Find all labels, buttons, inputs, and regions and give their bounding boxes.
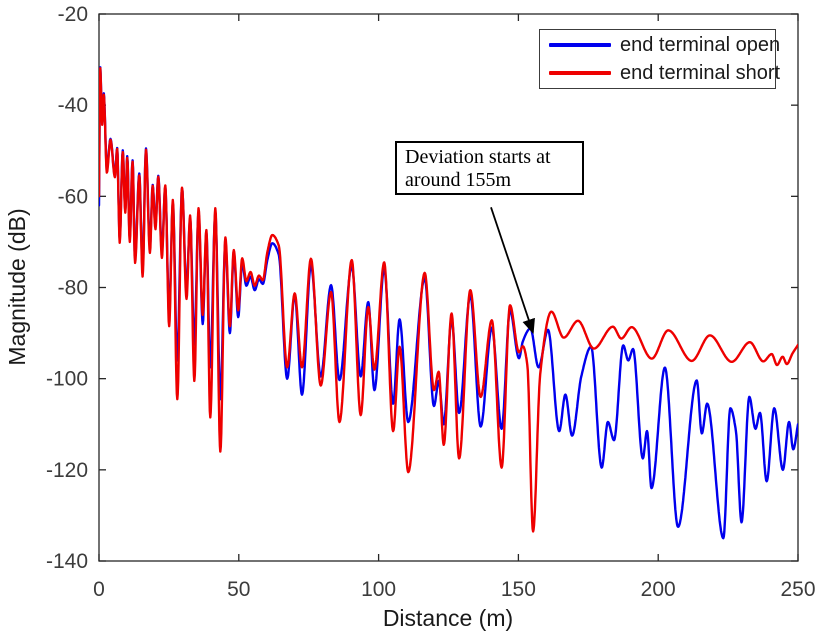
- x-tick-label: 200: [641, 578, 676, 601]
- x-tick-label: 250: [780, 578, 815, 601]
- legend-item-short: end terminal short: [540, 61, 780, 85]
- legend: end terminal open end terminal short: [539, 29, 780, 89]
- annotation-text-line2: around 155m: [405, 169, 512, 191]
- x-tick-label: 0: [93, 578, 105, 601]
- y-tick-label: -120: [46, 459, 88, 482]
- annotation-text-line1: Deviation starts at: [405, 146, 551, 168]
- x-tick-label: 100: [361, 578, 396, 601]
- axis-tick-labels: 0 50 100 150 200 250 -20 -40 -60 -80 -100 -120 -140: [46, 3, 816, 601]
- legend-label-open: end terminal open: [620, 34, 781, 56]
- data-series: [99, 66, 798, 540]
- short-series-line-sample: [549, 71, 611, 75]
- series-line-short: [99, 67, 798, 533]
- y-tick-label: -60: [58, 185, 88, 208]
- y-tick-label: -140: [46, 550, 88, 573]
- y-tick-label: -40: [58, 94, 88, 117]
- open-series-line-sample: [549, 43, 611, 47]
- deviation-annotation-box: Deviation starts at around 155m: [395, 141, 584, 195]
- y-tick-label: -20: [58, 3, 88, 26]
- legend-item-open: end terminal open: [540, 33, 780, 57]
- x-tick-label: 150: [501, 578, 536, 601]
- y-axis-label: Magnitude (dB): [4, 208, 30, 365]
- annotation-arrow: [490, 207, 535, 335]
- x-axis-label: Distance (m): [383, 605, 513, 631]
- x-tick-label: 50: [227, 578, 250, 601]
- legend-label-short: end terminal short: [620, 62, 781, 84]
- y-tick-label: -80: [58, 277, 88, 300]
- y-tick-label: -100: [46, 368, 88, 391]
